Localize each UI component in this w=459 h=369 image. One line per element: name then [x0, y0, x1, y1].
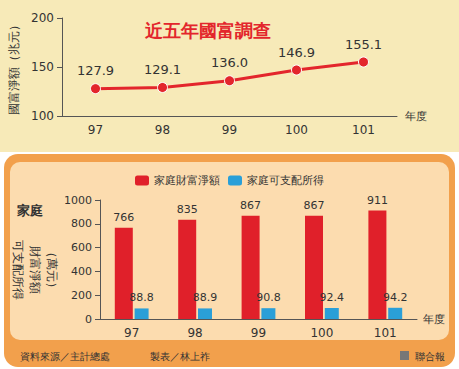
- svg-text:867: 867: [240, 199, 261, 212]
- svg-text:136.0: 136.0: [211, 55, 248, 70]
- svg-text:97: 97: [124, 326, 139, 340]
- svg-text:家庭可支配所得: 家庭可支配所得: [247, 174, 324, 187]
- svg-text:國富淨額（兆元）: 國富淨額（兆元）: [7, 19, 21, 115]
- svg-text:800: 800: [71, 217, 92, 230]
- svg-text:867: 867: [304, 199, 325, 212]
- svg-text:88.8: 88.8: [129, 291, 154, 304]
- svg-text:100: 100: [285, 123, 308, 137]
- svg-text:92.4: 92.4: [320, 291, 345, 304]
- svg-text:94.2: 94.2: [383, 291, 408, 304]
- svg-text:家庭: 家庭: [16, 203, 43, 218]
- svg-text:835: 835: [177, 203, 198, 216]
- svg-text:766: 766: [113, 211, 134, 224]
- svg-text:150: 150: [31, 60, 54, 74]
- svg-text:100: 100: [310, 326, 333, 340]
- svg-text:98: 98: [155, 123, 170, 137]
- svg-text:127.9: 127.9: [77, 63, 114, 78]
- svg-text:年度: 年度: [405, 110, 427, 123]
- svg-text:129.1: 129.1: [144, 62, 181, 77]
- svg-text:0: 0: [85, 313, 92, 326]
- svg-text:600: 600: [71, 241, 92, 254]
- svg-text:911: 911: [367, 194, 388, 207]
- svg-text:88.9: 88.9: [193, 291, 218, 304]
- svg-text:400: 400: [71, 265, 92, 278]
- svg-text:製表／林上祚: 製表／林上祚: [150, 351, 210, 362]
- svg-text:101: 101: [374, 326, 397, 340]
- svg-text:近五年國富調查: 近五年國富調查: [144, 20, 271, 41]
- svg-text:146.9: 146.9: [278, 45, 315, 60]
- svg-text:200: 200: [31, 11, 54, 25]
- svg-text:（萬元）: （萬元）: [45, 246, 59, 294]
- svg-text:90.8: 90.8: [256, 291, 281, 304]
- svg-text:99: 99: [222, 123, 237, 137]
- svg-text:98: 98: [187, 326, 202, 340]
- svg-text:財富淨額: 財富淨額: [28, 246, 42, 294]
- svg-text:資料來源／主計總處: 資料來源／主計總處: [20, 351, 110, 362]
- svg-text:155.1: 155.1: [345, 37, 382, 52]
- svg-text:聯合報: 聯合報: [415, 351, 445, 362]
- svg-text:97: 97: [88, 123, 103, 137]
- svg-text:99: 99: [251, 326, 266, 340]
- svg-text:1000: 1000: [64, 194, 92, 207]
- svg-text:可支配所得: 可支配所得: [11, 240, 25, 300]
- svg-text:100: 100: [31, 109, 54, 123]
- svg-text:200: 200: [71, 289, 92, 302]
- svg-text:101: 101: [352, 123, 375, 137]
- svg-text:年度: 年度: [423, 313, 445, 326]
- svg-text:家庭財富淨額: 家庭財富淨額: [154, 174, 220, 187]
